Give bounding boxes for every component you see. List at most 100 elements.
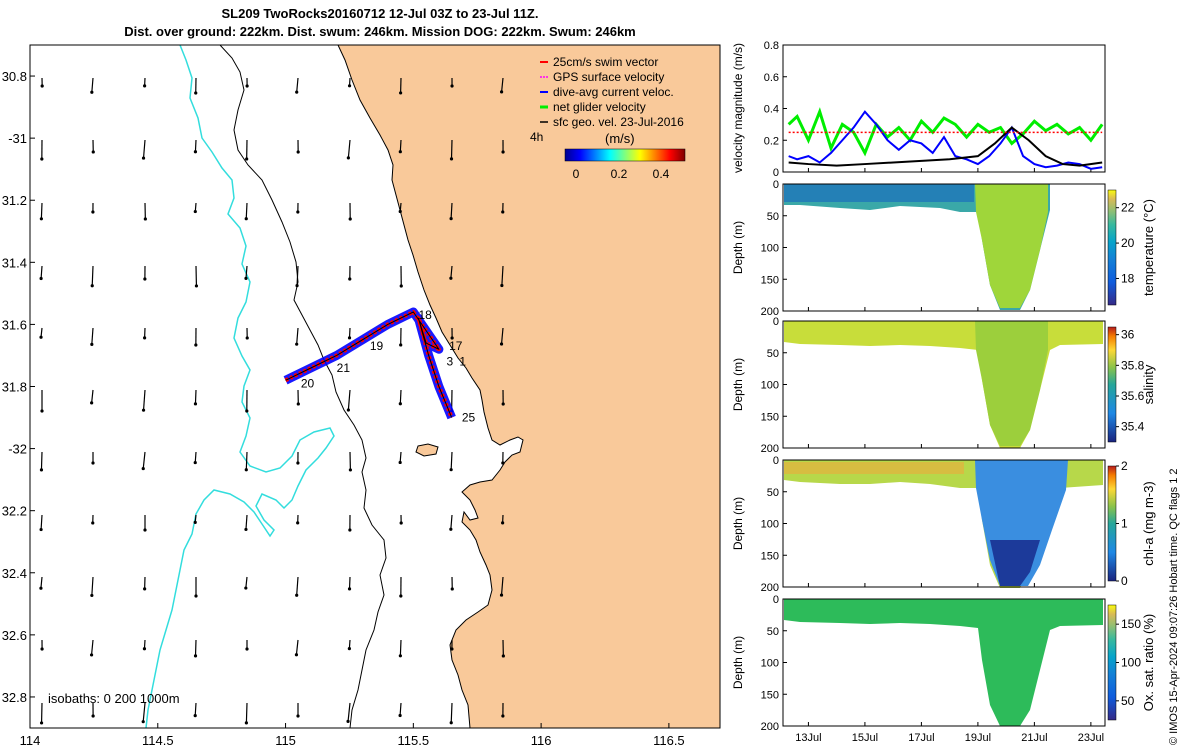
geo-arrow-head: [398, 460, 402, 465]
geo-arrow-head: [399, 284, 403, 288]
map-ytick-label: 30.8: [2, 69, 27, 84]
geo-arrow-head: [245, 157, 249, 161]
geo-arrow: [450, 265, 453, 279]
geo-arrow-head: [346, 156, 350, 160]
map-xtick-label: 114: [20, 733, 41, 748]
map-ytick-label: 31.4: [2, 255, 27, 270]
colorbar-tick-0: 0: [573, 167, 580, 181]
geo-arrow: [91, 327, 94, 345]
geo-arrow-head: [450, 84, 454, 88]
geo-arrow: [245, 451, 248, 470]
geo-arrow-head: [141, 408, 146, 412]
geo-arrow-head: [294, 653, 299, 657]
geo-arrow-head: [296, 210, 300, 214]
geo-arrow-head: [40, 647, 44, 651]
geo-arrow-head: [296, 461, 300, 465]
geo-arrow-head: [143, 277, 147, 281]
map-ytick-label: -32: [8, 442, 27, 457]
geo-arrow-head: [91, 210, 95, 214]
geo-arrow-head: [40, 157, 44, 161]
geo-arrow-head: [398, 654, 402, 658]
geo-arrow-head: [399, 343, 403, 347]
legend-geo: sfc geo. vel. 23-Jul-2016: [553, 115, 684, 129]
map-ytick-label: 31.8: [2, 380, 27, 395]
isobath-200m: [219, 45, 387, 728]
geo-arrow-head: [398, 713, 402, 718]
geo-arrow-head: [244, 586, 248, 590]
geo-arrow-head: [194, 284, 199, 288]
geo-arrow: [500, 77, 504, 92]
date-tick-label: 23Jul: [1078, 732, 1104, 744]
geo-arrow-head: [143, 217, 147, 221]
geo-arrow-head: [398, 150, 402, 154]
section-ytick-label: 150: [761, 411, 779, 423]
geo-arrow-head: [501, 714, 505, 718]
geo-arrow-head: [245, 84, 249, 88]
geo-arrow-head: [193, 714, 197, 718]
map-xtick-label: 116.5: [653, 733, 685, 748]
map-xtick-label: 116: [531, 733, 552, 748]
geo-arrow: [142, 389, 146, 411]
geo-arrow: [142, 139, 146, 159]
geo-arrow-head: [450, 587, 454, 591]
salinity-panel: [784, 321, 1103, 448]
colorbar-tick-label: 18: [1121, 271, 1135, 285]
geo-arrow: [194, 702, 197, 716]
geo-arrow-head: [347, 587, 352, 591]
section-ytick-label: 100: [761, 658, 779, 670]
geo-arrow-head: [501, 461, 505, 465]
geo-arrow-head: [193, 460, 197, 465]
velocity-line: [788, 126, 1103, 167]
velocity-series: [787, 107, 1104, 170]
geo-arrow-head: [499, 593, 504, 597]
colorbar-label: Ox. sat. ratio (%): [1141, 614, 1156, 712]
geo-arrow-head: [501, 210, 505, 214]
geo-arrow-head: [90, 342, 94, 346]
geo-arrow-head: [296, 714, 300, 718]
geo-arrow-head: [194, 91, 198, 95]
track-day-label: 20: [301, 376, 315, 390]
salinity-core: [975, 321, 1048, 446]
geo-arrow-head: [244, 276, 248, 280]
geo-arrow: [40, 514, 43, 530]
geo-arrow: [296, 265, 299, 286]
colorbar-tick-label: 100: [1121, 656, 1141, 670]
geo-arrow: [194, 139, 197, 152]
geo-arrow: [245, 202, 248, 219]
map-ytick-label: 31.6: [2, 317, 27, 332]
geo-arrow-head: [39, 276, 43, 281]
geo-arrow: [91, 265, 94, 286]
section-ytick-label: 0: [773, 316, 779, 328]
map-legend: 25cm/s swim vector GPS surface velocity …: [530, 55, 686, 181]
geo-arrow-head: [398, 402, 402, 406]
geo-arrow-head: [449, 276, 453, 280]
geo-arrow: [450, 451, 453, 470]
geo-arrow: [91, 389, 94, 403]
legend-scale-label: 4h: [530, 130, 543, 144]
speed-colorbar: [564, 148, 686, 162]
colorbar-tick-label: 22: [1121, 201, 1135, 215]
geo-arrow-head: [499, 342, 504, 346]
section-ytick-label: 50: [767, 211, 779, 223]
section-colorbar: [1107, 604, 1117, 721]
geo-arrow-head: [348, 277, 352, 281]
geo-arrow-head: [193, 402, 198, 406]
geo-arrow-head: [245, 336, 249, 340]
geo-arrow: [450, 202, 453, 219]
track-day-label: 18: [418, 308, 432, 322]
section-ylabel: Depth (m): [731, 358, 745, 411]
geo-arrow: [500, 327, 504, 345]
velocity-panel: 0 0.2 0.4 0.6 0.8 velocity magnitude (m/s): [731, 40, 1106, 179]
colorbar-tick-label: 35.4: [1121, 420, 1145, 434]
geo-arrow: [40, 576, 43, 589]
geo-arrow: [450, 702, 453, 723]
geo-arrow-head: [193, 209, 197, 214]
geo-arrow: [296, 576, 299, 596]
geo-arrow-head: [244, 217, 248, 221]
geo-arrow-head: [39, 217, 43, 221]
section-ytick-label: 100: [761, 380, 779, 392]
geo-arrow-head: [296, 402, 300, 406]
map-xtick-label: 114.5: [142, 733, 174, 748]
geo-arrow-head: [194, 343, 198, 347]
